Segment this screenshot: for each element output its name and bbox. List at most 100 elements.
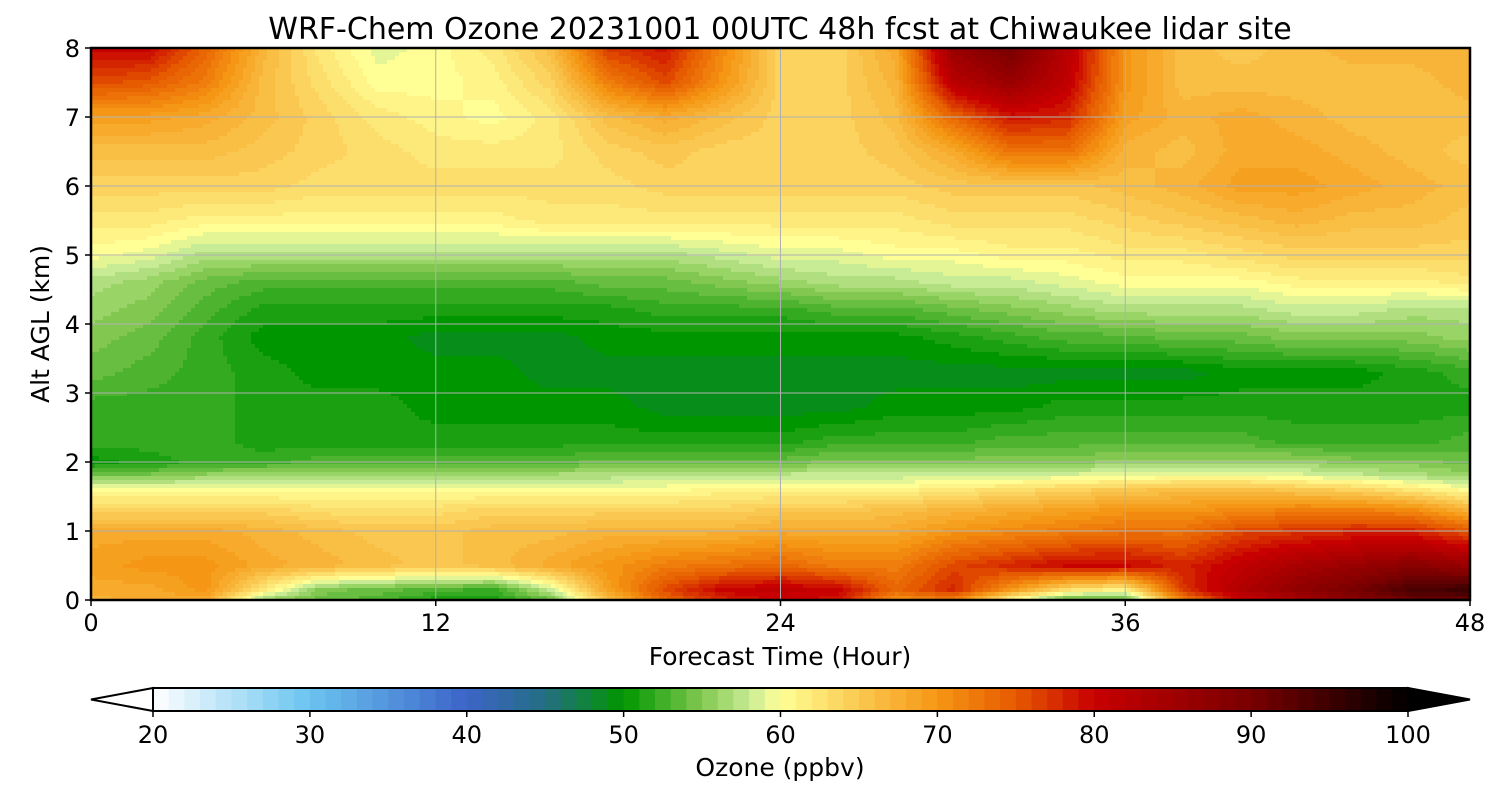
contour-cell (1323, 52, 1328, 57)
contour-cell (107, 52, 112, 57)
contour-cell (1243, 56, 1248, 61)
contour-cell (295, 56, 300, 61)
contour-cell (311, 52, 316, 57)
contour-cell (1331, 56, 1336, 61)
contour-cell (975, 52, 980, 57)
contour-cell (1055, 56, 1060, 61)
contour-cell (323, 60, 328, 65)
contour-cell (1223, 56, 1228, 61)
contour-cell (1003, 56, 1008, 61)
contour-cell (411, 60, 416, 65)
contour-cell (1071, 52, 1076, 57)
contour-cell (951, 56, 956, 61)
contour-cell (519, 52, 524, 57)
contour-cell (827, 56, 832, 61)
contour-cell (343, 52, 348, 57)
contour-cell (151, 56, 156, 61)
contour-cell (491, 52, 496, 57)
contour-cell (379, 52, 384, 57)
contour-cell (815, 56, 820, 61)
contour-cell (663, 52, 668, 57)
contour-cell (551, 56, 556, 61)
contour-cell (1183, 56, 1188, 61)
contour-cell (683, 56, 688, 61)
contour-cell (1095, 56, 1100, 61)
contour-cell (847, 56, 852, 61)
contour-cell (1443, 52, 1448, 57)
contour-cell (1315, 52, 1320, 57)
contour-cell (1195, 56, 1200, 61)
contour-cell (327, 52, 332, 57)
contour-cell (699, 52, 704, 57)
contour-cell (759, 56, 764, 61)
contour-cell (1423, 56, 1428, 61)
contour-cell (723, 52, 728, 57)
contour-cell (1299, 56, 1304, 61)
contour-cell (231, 52, 236, 57)
contour-cell (691, 56, 696, 61)
contour-cell (215, 60, 220, 65)
contour-cell (1015, 56, 1020, 61)
contour-cell (731, 52, 736, 57)
contour-cell (383, 52, 388, 57)
contour-cell (255, 52, 260, 57)
contour-cell (227, 60, 232, 65)
contour-cell (147, 60, 152, 65)
contour-cell (1163, 56, 1168, 61)
contour-cell (143, 52, 148, 57)
contour-cell (635, 56, 640, 61)
contour-cell (559, 52, 564, 57)
contour-cell (1231, 52, 1236, 57)
contour-cell (1131, 52, 1136, 57)
contour-cell (1023, 56, 1028, 61)
contour-cell (1063, 52, 1068, 57)
contour-cell (479, 56, 484, 61)
contour-cell (287, 52, 292, 57)
contour-cell (1371, 52, 1376, 57)
contour-cell (1083, 56, 1088, 61)
contour-cell (351, 52, 356, 57)
contour-cell (1007, 56, 1012, 61)
contour-cell (1395, 52, 1400, 57)
contour-cell (143, 56, 148, 61)
contour-cell (219, 52, 224, 57)
contour-cell (587, 56, 592, 61)
contour-cell (987, 52, 992, 57)
contour-cell (259, 56, 264, 61)
contour-cell (899, 56, 904, 61)
contour-cell (975, 56, 980, 61)
contour-cell (863, 52, 868, 57)
contour-cell (1315, 56, 1320, 61)
contour-cell (487, 56, 492, 61)
contour-cell (407, 56, 412, 61)
contour-cell (763, 52, 768, 57)
contour-cell (579, 56, 584, 61)
contour-cell (315, 52, 320, 57)
contour-cell (1451, 56, 1456, 61)
contour-cell (1171, 52, 1176, 57)
contour-cell (223, 60, 228, 65)
contour-cell (147, 52, 152, 57)
contour-cell (1047, 56, 1052, 61)
contour-cell (575, 52, 580, 57)
contour-cell (511, 52, 516, 57)
contour-cell (1319, 56, 1324, 61)
contour-cell (267, 52, 272, 57)
contour-cell (1375, 52, 1380, 57)
contour-cell (1311, 52, 1316, 57)
contour-cell (395, 60, 400, 65)
contour-cell (907, 52, 912, 57)
contour-cell (1147, 56, 1152, 61)
contour-cell (791, 56, 796, 61)
contour-cell (1259, 52, 1264, 57)
contour-cell (447, 60, 452, 65)
contour-cell (1383, 52, 1388, 57)
contour-cell (267, 60, 272, 65)
contour-cell (1119, 56, 1124, 61)
contour-cell (411, 56, 416, 61)
contour-cell (235, 52, 240, 57)
contour-cell (1235, 56, 1240, 61)
contour-cell (1055, 52, 1060, 57)
contour-cell (379, 60, 384, 65)
contour-cell (1295, 52, 1300, 57)
